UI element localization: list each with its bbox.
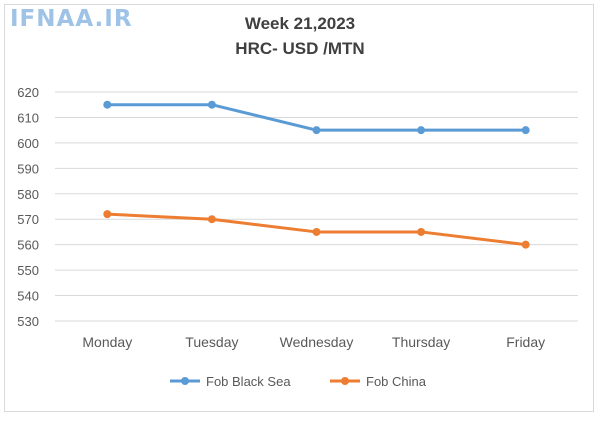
- legend-label: Fob China: [366, 374, 427, 389]
- legend-marker: [181, 377, 189, 385]
- x-tick-label: Tuesday: [185, 334, 238, 350]
- y-tick-label: 550: [17, 263, 39, 278]
- y-tick-label: 590: [17, 161, 39, 176]
- y-tick-label: 560: [17, 238, 39, 253]
- data-point: [312, 227, 321, 236]
- y-tick-label: 540: [17, 289, 39, 304]
- chart-title: Week 21,2023: [244, 14, 356, 33]
- y-tick-label: 530: [17, 314, 39, 329]
- y-tick-label: 570: [17, 212, 39, 227]
- legend-label: Fob Black Sea: [206, 374, 291, 389]
- data-point: [207, 215, 216, 224]
- data-point: [521, 126, 530, 135]
- chart-frame: [4, 4, 594, 412]
- watermark-logo: IFNAA.IR: [10, 6, 133, 32]
- data-point: [312, 126, 321, 135]
- legend-marker: [341, 377, 349, 385]
- x-tick-label: Thursday: [392, 334, 450, 350]
- chart-subtitle: HRC- USD /MTN: [235, 39, 365, 58]
- data-point: [417, 126, 426, 135]
- y-tick-label: 600: [17, 136, 39, 151]
- data-point: [521, 240, 530, 249]
- y-tick-label: 620: [17, 85, 39, 100]
- x-tick-label: Monday: [82, 334, 132, 350]
- y-tick-label: 580: [17, 187, 39, 202]
- data-point: [417, 227, 426, 236]
- data-point: [207, 100, 216, 109]
- data-point: [103, 210, 112, 219]
- y-tick-label: 610: [17, 110, 39, 125]
- x-tick-label: Friday: [506, 334, 545, 350]
- x-tick-label: Wednesday: [280, 334, 354, 350]
- data-point: [103, 100, 112, 109]
